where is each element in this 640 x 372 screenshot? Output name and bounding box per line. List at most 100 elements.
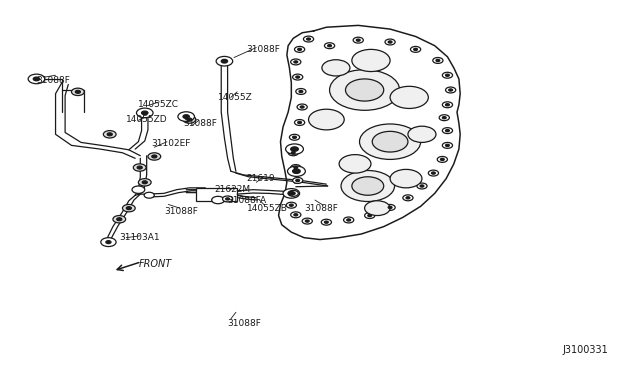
Text: 14055ZB: 14055ZB [246,203,287,213]
Circle shape [291,147,298,151]
Circle shape [360,124,420,160]
Circle shape [294,214,298,216]
Circle shape [285,144,303,154]
Circle shape [368,214,372,217]
Circle shape [365,212,375,218]
Circle shape [417,183,427,189]
Circle shape [445,129,449,132]
Circle shape [138,179,151,186]
Circle shape [100,238,116,247]
Text: J3100331: J3100331 [562,345,608,355]
Circle shape [385,205,395,211]
Circle shape [28,74,45,84]
Circle shape [431,172,435,174]
Circle shape [292,136,296,138]
Circle shape [403,195,413,201]
Circle shape [136,108,153,118]
Circle shape [113,215,125,223]
Circle shape [388,41,392,43]
Circle shape [388,206,392,209]
Circle shape [303,36,314,42]
Circle shape [408,126,436,142]
Circle shape [107,133,112,136]
Circle shape [33,77,40,81]
Circle shape [286,202,296,208]
Circle shape [142,181,147,184]
Circle shape [321,219,332,225]
Circle shape [133,164,146,171]
Text: FRONT: FRONT [138,259,172,269]
Circle shape [305,220,309,222]
Circle shape [297,104,307,110]
Circle shape [178,112,195,121]
Circle shape [445,74,449,76]
Circle shape [442,102,452,108]
Circle shape [226,198,230,200]
Circle shape [296,76,300,78]
Circle shape [413,48,417,51]
Circle shape [440,158,444,161]
Circle shape [294,46,305,52]
Circle shape [347,219,351,221]
Circle shape [76,90,81,93]
Circle shape [141,111,148,115]
Circle shape [372,131,408,152]
Circle shape [212,196,225,204]
Circle shape [183,116,196,123]
Circle shape [122,205,135,212]
Circle shape [339,155,371,173]
Circle shape [144,192,154,198]
Circle shape [294,61,298,63]
Circle shape [132,186,145,193]
Circle shape [298,121,301,124]
Circle shape [296,89,306,94]
Circle shape [442,128,452,134]
Circle shape [428,170,438,176]
Circle shape [299,90,303,93]
Text: 31088F: 31088F [228,319,262,328]
Text: 31088FA: 31088FA [228,196,267,205]
Circle shape [291,212,301,218]
Circle shape [291,164,301,170]
Circle shape [308,109,344,130]
Circle shape [283,189,300,198]
Text: 31103A1: 31103A1 [119,233,160,242]
Circle shape [328,45,332,47]
Circle shape [433,58,443,63]
Circle shape [410,46,420,52]
Circle shape [420,185,424,187]
Circle shape [322,60,350,76]
Circle shape [223,196,233,202]
Text: 31088F: 31088F [36,76,70,85]
Circle shape [291,192,295,195]
Circle shape [294,119,305,125]
Circle shape [437,157,447,162]
Text: 31088F: 31088F [304,203,338,213]
Circle shape [445,87,456,93]
Circle shape [289,204,293,206]
Circle shape [341,170,394,202]
Circle shape [352,49,390,71]
Circle shape [183,115,189,118]
Circle shape [436,60,440,62]
Circle shape [390,86,428,109]
Circle shape [324,43,335,49]
Circle shape [406,197,410,199]
Circle shape [148,153,161,160]
Circle shape [307,38,310,40]
Circle shape [116,218,122,221]
Text: 31102EF: 31102EF [151,139,191,148]
Circle shape [72,88,84,96]
Circle shape [385,39,395,45]
Circle shape [442,116,446,119]
Circle shape [353,37,364,43]
Circle shape [300,106,304,108]
Text: 14055ZC: 14055ZC [138,100,179,109]
Circle shape [291,59,301,65]
Circle shape [445,104,449,106]
Circle shape [296,179,300,182]
Circle shape [294,166,298,169]
Circle shape [287,166,305,176]
Circle shape [445,144,449,147]
Circle shape [324,221,328,223]
